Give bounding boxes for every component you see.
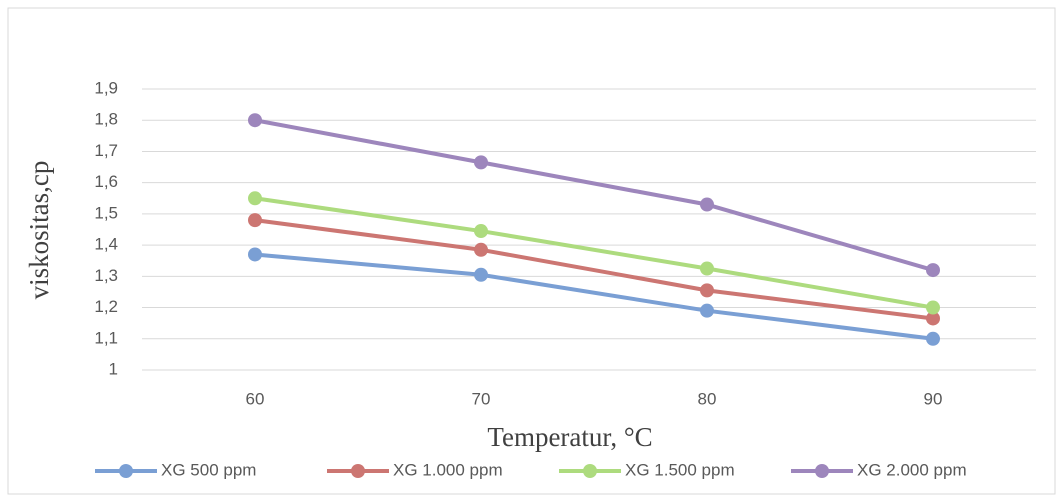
data-point bbox=[474, 224, 488, 238]
x-tick-label: 70 bbox=[472, 389, 491, 408]
data-point bbox=[248, 191, 262, 205]
data-point bbox=[700, 198, 714, 212]
legend-label: XG 1.500 ppm bbox=[625, 460, 735, 479]
y-tick-label: 1,8 bbox=[94, 110, 118, 129]
y-tick-label: 1,4 bbox=[94, 235, 118, 254]
y-tick-label: 1,7 bbox=[94, 141, 118, 160]
legend-marker bbox=[351, 464, 365, 478]
chart: viskositas,cp Temperatur, °C 1 1,1 1,2 1,3 1… bbox=[0, 0, 1064, 503]
y-tick-label: 1,6 bbox=[94, 172, 118, 191]
data-point bbox=[248, 247, 262, 261]
y-axis-title: viskositas,cp bbox=[24, 161, 54, 300]
data-point bbox=[474, 155, 488, 169]
x-axis-title: Temperatur, °C bbox=[487, 422, 652, 452]
data-point bbox=[248, 213, 262, 227]
y-tick-label: 1,9 bbox=[94, 78, 118, 97]
data-point bbox=[926, 263, 940, 277]
data-point bbox=[926, 301, 940, 315]
x-tick-label: 60 bbox=[246, 389, 265, 408]
legend-label: XG 1.000 ppm bbox=[393, 460, 503, 479]
x-tick-label: 80 bbox=[698, 389, 717, 408]
y-tick-label: 1,3 bbox=[94, 266, 118, 285]
legend-marker bbox=[815, 464, 829, 478]
y-tick-label: 1 bbox=[109, 359, 118, 378]
data-point bbox=[700, 304, 714, 318]
data-point bbox=[248, 113, 262, 127]
data-point bbox=[474, 268, 488, 282]
legend-marker bbox=[583, 464, 597, 478]
data-point bbox=[700, 283, 714, 297]
y-tick-label: 1,1 bbox=[94, 328, 118, 347]
data-point bbox=[700, 262, 714, 276]
data-point bbox=[474, 243, 488, 257]
chart-frame bbox=[8, 8, 1055, 494]
legend-label: XG 2.000 ppm bbox=[857, 460, 967, 479]
page: {"chart_data": {"type": "line", "x_label… bbox=[0, 0, 1064, 503]
y-tick-label: 1,2 bbox=[94, 297, 118, 316]
y-tick-label: 1,5 bbox=[94, 203, 118, 222]
legend-marker bbox=[119, 464, 133, 478]
data-point bbox=[926, 332, 940, 346]
x-tick-label: 90 bbox=[924, 389, 943, 408]
legend-label: XG 500 ppm bbox=[161, 460, 256, 479]
